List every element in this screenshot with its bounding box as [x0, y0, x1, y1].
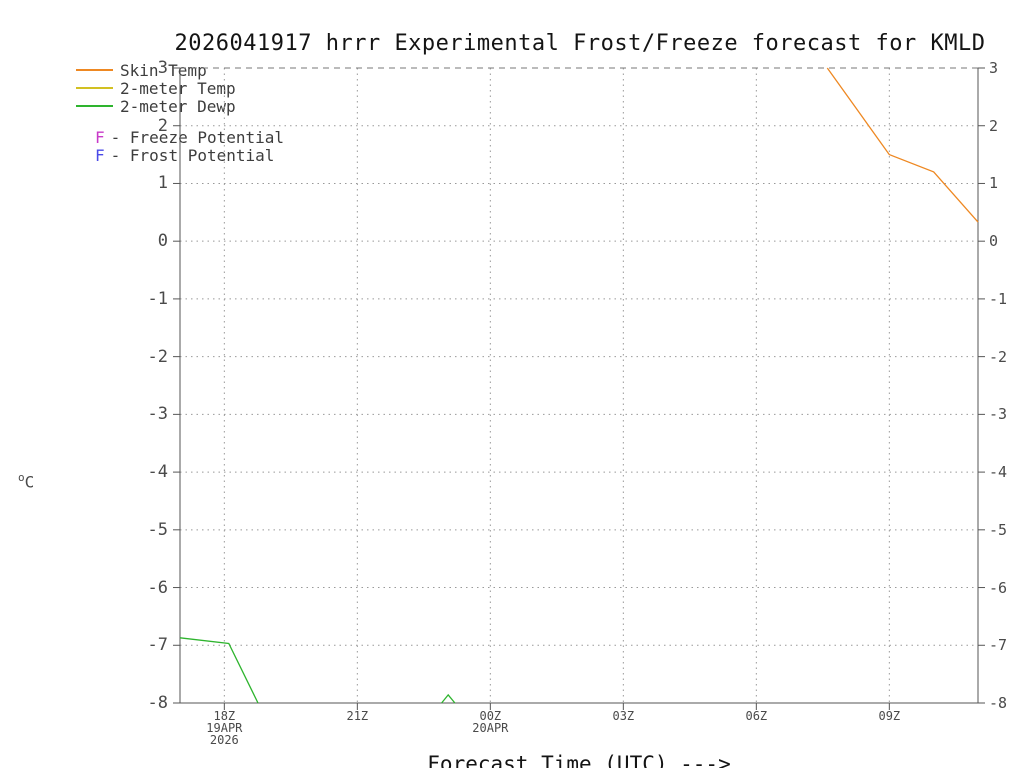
series-line-2-meter-dewp: [179, 637, 259, 704]
y-tick-label-left-5: -5: [147, 519, 168, 540]
series-line-2-meter-dewp-seg2: [441, 693, 456, 704]
y-tick-label-right-7: -7: [989, 636, 1008, 655]
y-tick-label-left-6: -6: [147, 577, 168, 598]
x-tick-label-03z: 03Z: [612, 709, 635, 723]
x-tick-sublabel-20apr: 20APR: [472, 721, 509, 735]
y-tick-label-right-1: 1: [989, 174, 999, 193]
y-tick-label-right-6: -6: [989, 578, 1008, 597]
y-axis-label-degree: o: [18, 471, 25, 484]
y-tick-label-right-4: -4: [989, 463, 1008, 482]
x-tick-label-00z: 00Z: [479, 709, 502, 723]
y-tick-label-right-8: -8: [989, 694, 1008, 712]
x-tick-label-18z: 18Z: [213, 709, 236, 723]
chart-title: 2026041917 hrrr Experimental Frost/Freez…: [174, 31, 986, 56]
y-tick-label-left-3: 3: [157, 58, 168, 78]
x-tick-label-06z: 06Z: [745, 709, 768, 723]
y-tick-label-left-2: -2: [147, 346, 168, 367]
x-tick-sublabel-19apr: 19APR: [206, 721, 243, 735]
x-tick-label-09z: 09Z: [878, 709, 901, 723]
series-line-skin-temp: [826, 67, 979, 223]
y-tick-label-left-7: -7: [147, 635, 168, 656]
x-axis-label: Forecast Time (UTC) --->: [427, 752, 731, 768]
y-tick-label-left-2: 2: [157, 115, 168, 136]
x-tick-sublabel-2026: 2026: [209, 733, 239, 747]
y-tick-label-right-1: -1: [989, 289, 1008, 308]
y-axis-label: oC: [18, 471, 34, 491]
y-tick-label-left-8: -8: [147, 693, 168, 713]
y-tick-label-left-0: 0: [157, 231, 168, 252]
y-tick-label-left-1: 1: [157, 173, 168, 194]
y-tick-label-right-3: -3: [989, 405, 1008, 424]
y-tick-label-right-3: 3: [989, 59, 999, 77]
y-tick-label-left-3: -3: [147, 404, 168, 425]
x-tick-label-21z: 21Z: [346, 709, 369, 723]
y-axis-label-unit: C: [24, 472, 35, 492]
y-tick-label-left-1: -1: [147, 288, 168, 309]
y-tick-label-right-2: -2: [989, 347, 1008, 366]
y-tick-label-left-4: -4: [147, 462, 168, 483]
y-tick-label-right-2: 2: [989, 116, 999, 135]
y-tick-label-right-5: -5: [989, 520, 1008, 539]
y-tick-label-right-0: 0: [989, 232, 999, 251]
